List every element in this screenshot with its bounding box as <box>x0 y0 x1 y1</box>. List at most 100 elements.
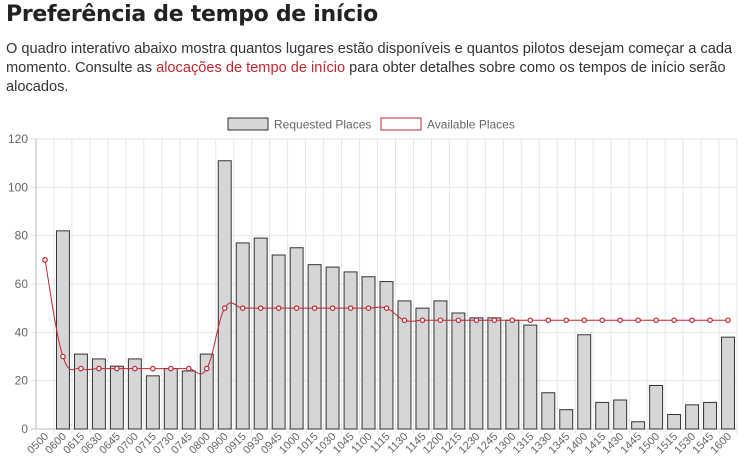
available-point-1545[interactable] <box>707 317 713 324</box>
legend-label-available[interactable]: Available Places <box>427 118 515 132</box>
available-point-0715[interactable] <box>150 365 156 372</box>
intro-text-after: para obter detalhes sobre como os tempos… <box>6 60 726 95</box>
available-point-1245[interactable] <box>491 317 498 324</box>
available-point-0615[interactable] <box>78 365 84 372</box>
available-point-1130[interactable] <box>401 317 408 324</box>
legend-label-requested[interactable]: Requested Places <box>274 118 371 132</box>
available-places-series <box>42 257 731 375</box>
requested-bar-0615[interactable] <box>73 353 88 430</box>
available-point-1000[interactable] <box>293 305 300 311</box>
requested-bar-0745[interactable] <box>181 370 196 430</box>
chart-legend: Requested Places Available Places <box>227 117 515 132</box>
requested-bar-1045[interactable] <box>343 271 358 430</box>
legend-swatch-available[interactable] <box>380 117 422 131</box>
available-point-1145[interactable] <box>419 317 426 324</box>
available-point-1230[interactable] <box>473 317 480 324</box>
available-point-1300[interactable] <box>509 317 516 324</box>
requested-bar-0900[interactable] <box>217 160 232 430</box>
requested-bar-1330[interactable] <box>541 392 556 430</box>
requested-bar-0800[interactable] <box>199 353 214 430</box>
y-tick-label: 100 <box>8 180 28 194</box>
y-tick-label: 80 <box>15 229 29 243</box>
requested-bar-1215[interactable] <box>451 312 466 430</box>
available-point-1045[interactable] <box>347 305 354 311</box>
start-time-allocations-link[interactable]: alocações de tempo de início <box>156 60 346 76</box>
y-tick-label: 0 <box>21 422 28 436</box>
available-point-0745[interactable] <box>185 365 192 372</box>
available-point-0945[interactable] <box>275 305 282 311</box>
requested-bar-1415[interactable] <box>595 401 610 430</box>
y-tick-label: 20 <box>15 374 29 388</box>
requested-bar-1315[interactable] <box>523 324 538 430</box>
available-point-1030[interactable] <box>329 305 336 311</box>
page-title: Preferência de tempo de início <box>6 2 378 27</box>
available-point-1345[interactable] <box>563 317 570 324</box>
requested-bar-1130[interactable] <box>397 300 412 430</box>
available-point-1215[interactable] <box>455 317 462 324</box>
available-point-1500[interactable] <box>653 317 659 324</box>
requested-bar-1445[interactable] <box>631 421 646 430</box>
available-point-1315[interactable] <box>527 317 534 324</box>
available-point-1200[interactable] <box>437 317 444 324</box>
available-point-0800[interactable] <box>203 365 210 372</box>
requested-bar-0715[interactable] <box>145 375 160 430</box>
requested-bar-1400[interactable] <box>577 334 592 430</box>
requested-bar-1115[interactable] <box>379 281 394 430</box>
available-point-1415[interactable] <box>599 317 605 324</box>
available-point-0730[interactable] <box>168 365 174 372</box>
requested-bar-0645[interactable] <box>109 365 124 430</box>
requested-bar-1300[interactable] <box>505 319 520 430</box>
x-tick-label: 1600 <box>708 431 734 457</box>
available-point-1015[interactable] <box>311 305 318 311</box>
requested-bar-1030[interactable] <box>325 266 340 430</box>
requested-bar-1430[interactable] <box>613 399 628 430</box>
available-point-1330[interactable] <box>545 317 552 324</box>
y-tick-label: 40 <box>15 325 29 339</box>
y-tick-label: 60 <box>15 277 29 291</box>
requested-bar-0915[interactable] <box>235 242 250 430</box>
start-time-chart: 0500060006150630064507000715073007450800… <box>8 117 738 457</box>
available-point-1600[interactable] <box>725 317 731 324</box>
available-point-0700[interactable] <box>132 365 138 372</box>
available-point-0630[interactable] <box>96 365 102 372</box>
available-point-0915[interactable] <box>239 305 246 311</box>
available-point-0930[interactable] <box>257 305 264 311</box>
requested-bar-1245[interactable] <box>487 317 502 430</box>
requested-bar-1600[interactable] <box>721 336 735 430</box>
intro-paragraph: O quadro interativo abaixo mostra quanto… <box>6 40 741 97</box>
intro-text-before: O quadro interativo abaixo mostra quanto… <box>6 41 733 76</box>
available-point-0900[interactable] <box>221 305 228 311</box>
requested-bar-0945[interactable] <box>271 254 286 430</box>
y-tick-label: 120 <box>8 132 28 146</box>
available-point-1515[interactable] <box>671 317 677 324</box>
requested-bar-0600[interactable] <box>55 230 70 430</box>
available-point-0600[interactable] <box>60 353 66 360</box>
requested-bar-1530[interactable] <box>685 404 700 430</box>
available-point-0645[interactable] <box>114 365 120 372</box>
y-axis-labels: 0 20 40 60 80 100 120 <box>8 132 28 436</box>
requested-bar-1500[interactable] <box>649 385 664 430</box>
requested-bar-1545[interactable] <box>703 401 718 430</box>
requested-bar-0730[interactable] <box>163 368 178 430</box>
available-point-1530[interactable] <box>689 317 695 324</box>
requested-bar-1100[interactable] <box>361 276 376 430</box>
available-point-1115[interactable] <box>383 305 390 311</box>
requested-bar-1515[interactable] <box>667 414 682 430</box>
available-point-1400[interactable] <box>581 317 588 324</box>
available-point-0500[interactable] <box>42 257 48 263</box>
requested-bar-0700[interactable] <box>127 358 142 430</box>
requested-bar-1200[interactable] <box>433 300 448 430</box>
requested-bar-1145[interactable] <box>415 307 430 430</box>
available-point-1100[interactable] <box>365 305 372 311</box>
requested-bar-1230[interactable] <box>469 317 484 430</box>
requested-bar-1000[interactable] <box>289 247 304 430</box>
requested-bar-1345[interactable] <box>559 409 574 430</box>
requested-bar-0630[interactable] <box>91 358 106 430</box>
available-point-1430[interactable] <box>617 317 623 324</box>
requested-bar-0930[interactable] <box>253 237 268 430</box>
requested-bar-1015[interactable] <box>307 264 322 430</box>
available-point-1445[interactable] <box>635 317 641 324</box>
requested-places-bars <box>55 160 735 430</box>
legend-swatch-requested[interactable] <box>227 117 269 131</box>
x-axis-labels: 0500060006150630064507000715073007450800… <box>25 431 734 457</box>
